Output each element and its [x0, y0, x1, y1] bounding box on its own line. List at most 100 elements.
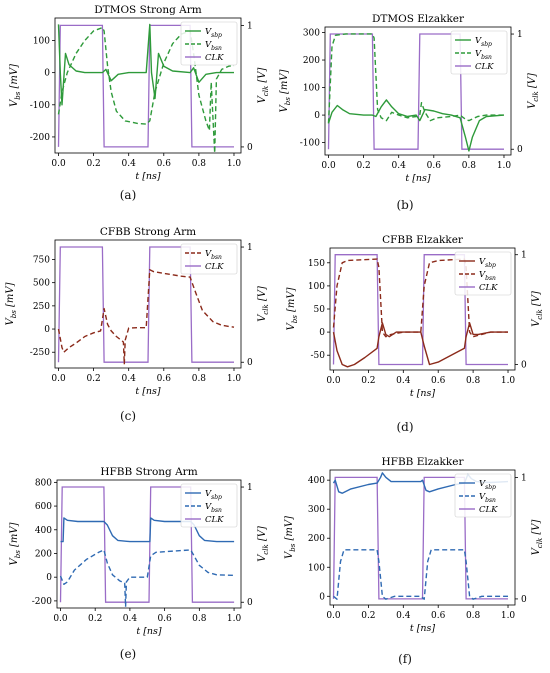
- x-axis-label: t [ns]: [410, 388, 436, 399]
- y-axis-label: Vbs [mV]: [9, 64, 22, 107]
- y-tick-label: -250: [30, 348, 50, 358]
- plot-frame: [324, 26, 512, 156]
- plot-frame: [329, 469, 516, 606]
- chart-title: CFBB Elzakker: [382, 234, 464, 246]
- y-axis-label: Vbs [mV]: [9, 522, 22, 565]
- x-tick-label: 0.6: [157, 159, 172, 169]
- chart-title: DTMOS Elzakker: [372, 13, 465, 25]
- series-clk: [57, 24, 234, 148]
- chart-e: HFBB Strong Arm 0.0 0.2 0.4 0.6 0.8 1.0 t [ns] -…: [9, 466, 270, 637]
- x-tick-label: 0.2: [86, 374, 100, 384]
- x-tick-label: 1.0: [227, 159, 242, 169]
- y-tick-label: 0: [314, 111, 320, 121]
- x-tick-label: 0.6: [431, 376, 446, 386]
- y-tick-label: 300: [308, 505, 325, 515]
- panel-caption: (e): [119, 647, 137, 661]
- clk-tick-label: 1: [521, 251, 527, 261]
- legend-label: CLK: [205, 53, 224, 63]
- panel-caption: (f): [398, 652, 412, 666]
- chart-c: CFBB Strong Arm 0.0 0.2 0.4 0.6 0.8 1.0 t [ns] -…: [5, 226, 270, 397]
- clk-tick-label: 0: [247, 358, 253, 368]
- chart-title: HFBB Elzakker: [382, 456, 465, 468]
- chart-title: DTMOS Strong Arm: [94, 4, 201, 16]
- y-tick-label: 0: [319, 328, 325, 338]
- legend-label: Vsbp: [205, 489, 222, 501]
- series-v-bsn: [332, 258, 508, 338]
- x-tick-label: 0.2: [361, 376, 375, 386]
- y-tick-label: 200: [35, 549, 52, 559]
- clk-tick-label: 1: [247, 21, 253, 31]
- y-tick-label: 500: [33, 279, 50, 289]
- y-tick-label: 0: [44, 325, 50, 335]
- y-tick-label: 100: [308, 282, 325, 292]
- clk-tick-label: 0: [247, 143, 253, 153]
- x-tick-label: 0.0: [53, 614, 68, 624]
- y-tick-label: 150: [308, 259, 325, 269]
- legend-label: CLK: [205, 262, 224, 272]
- y-tick-label: -200: [32, 597, 52, 607]
- legend-label: Vsbp: [205, 27, 222, 39]
- y-tick-label: 50: [314, 305, 326, 315]
- series-clk: [332, 476, 508, 600]
- legend-label: Vbsn: [479, 270, 496, 282]
- y-tick-label: 200: [308, 534, 325, 544]
- plot-frame: [54, 17, 242, 154]
- legend-label: Vbsn: [475, 49, 492, 61]
- chart-d: CFBB Elzakker 0.0 0.2 0.4 0.6 0.8 1.0 t [ns] -50…: [286, 234, 544, 399]
- x-tick-label: 0.0: [321, 161, 336, 171]
- panel-caption: (c): [119, 409, 137, 423]
- series-v-sbp: [327, 99, 505, 152]
- y-tick-label: -100: [300, 139, 320, 149]
- series-clk: [332, 254, 508, 366]
- x-tick-label: 0.6: [431, 611, 446, 621]
- series-v-sbp: [60, 517, 235, 543]
- y-tick-label: -50: [311, 351, 326, 361]
- x-tick-label: 0.0: [326, 376, 341, 386]
- y-tick-label: 600: [35, 502, 52, 512]
- y-tick-label: 100: [308, 563, 325, 573]
- x-tick-label: 0.4: [396, 376, 411, 386]
- clk-axis-label: Vclk [V]: [527, 73, 540, 109]
- legend-label: Vsbp: [479, 479, 496, 491]
- legend-label: Vbsn: [205, 502, 222, 514]
- legend-label: CLK: [479, 283, 498, 293]
- x-tick-label: 0.8: [192, 159, 207, 169]
- panel-caption: (d): [396, 420, 414, 434]
- chart-a: DTMOS Strong Arm 0.0 0.2 0.4 0.6 0.8 1.0 t [ns]…: [9, 4, 270, 182]
- x-tick-label: 1.0: [227, 614, 242, 624]
- series-v-bsn: [59, 549, 235, 608]
- series-clk: [59, 486, 235, 603]
- plot-frame: [56, 479, 242, 609]
- x-tick-label: 0.6: [427, 161, 442, 171]
- y-tick-label: 0: [319, 592, 325, 602]
- clk-tick-label: 0: [517, 145, 523, 155]
- y-tick-label: 300: [303, 29, 320, 39]
- x-tick-label: 0.4: [122, 374, 137, 384]
- y-tick-label: -100: [30, 101, 50, 111]
- x-tick-label: 0.8: [466, 376, 481, 386]
- x-axis-label: t [ns]: [135, 171, 161, 182]
- x-tick-label: 1.0: [501, 611, 516, 621]
- y-tick-label: 200: [303, 56, 320, 66]
- y-tick-label: 100: [303, 84, 320, 94]
- x-tick-label: 0.4: [122, 159, 137, 169]
- x-tick-label: 0.6: [157, 614, 172, 624]
- x-tick-label: 0.4: [123, 614, 138, 624]
- x-tick-label: 1.0: [227, 374, 242, 384]
- series-v-sbp: [57, 23, 234, 106]
- legend-label: CLK: [475, 62, 494, 72]
- legend-label: Vbsn: [205, 40, 222, 52]
- series-clk: [57, 246, 234, 363]
- clk-tick-label: 0: [521, 595, 527, 605]
- legend-label: Vbsn: [479, 492, 496, 504]
- x-tick-label: 0.2: [88, 614, 102, 624]
- clk-tick-label: 0: [247, 598, 253, 608]
- x-tick-label: 0.8: [466, 611, 481, 621]
- legend-label: Vsbp: [475, 36, 492, 48]
- clk-axis-label: Vclk [V]: [531, 519, 544, 555]
